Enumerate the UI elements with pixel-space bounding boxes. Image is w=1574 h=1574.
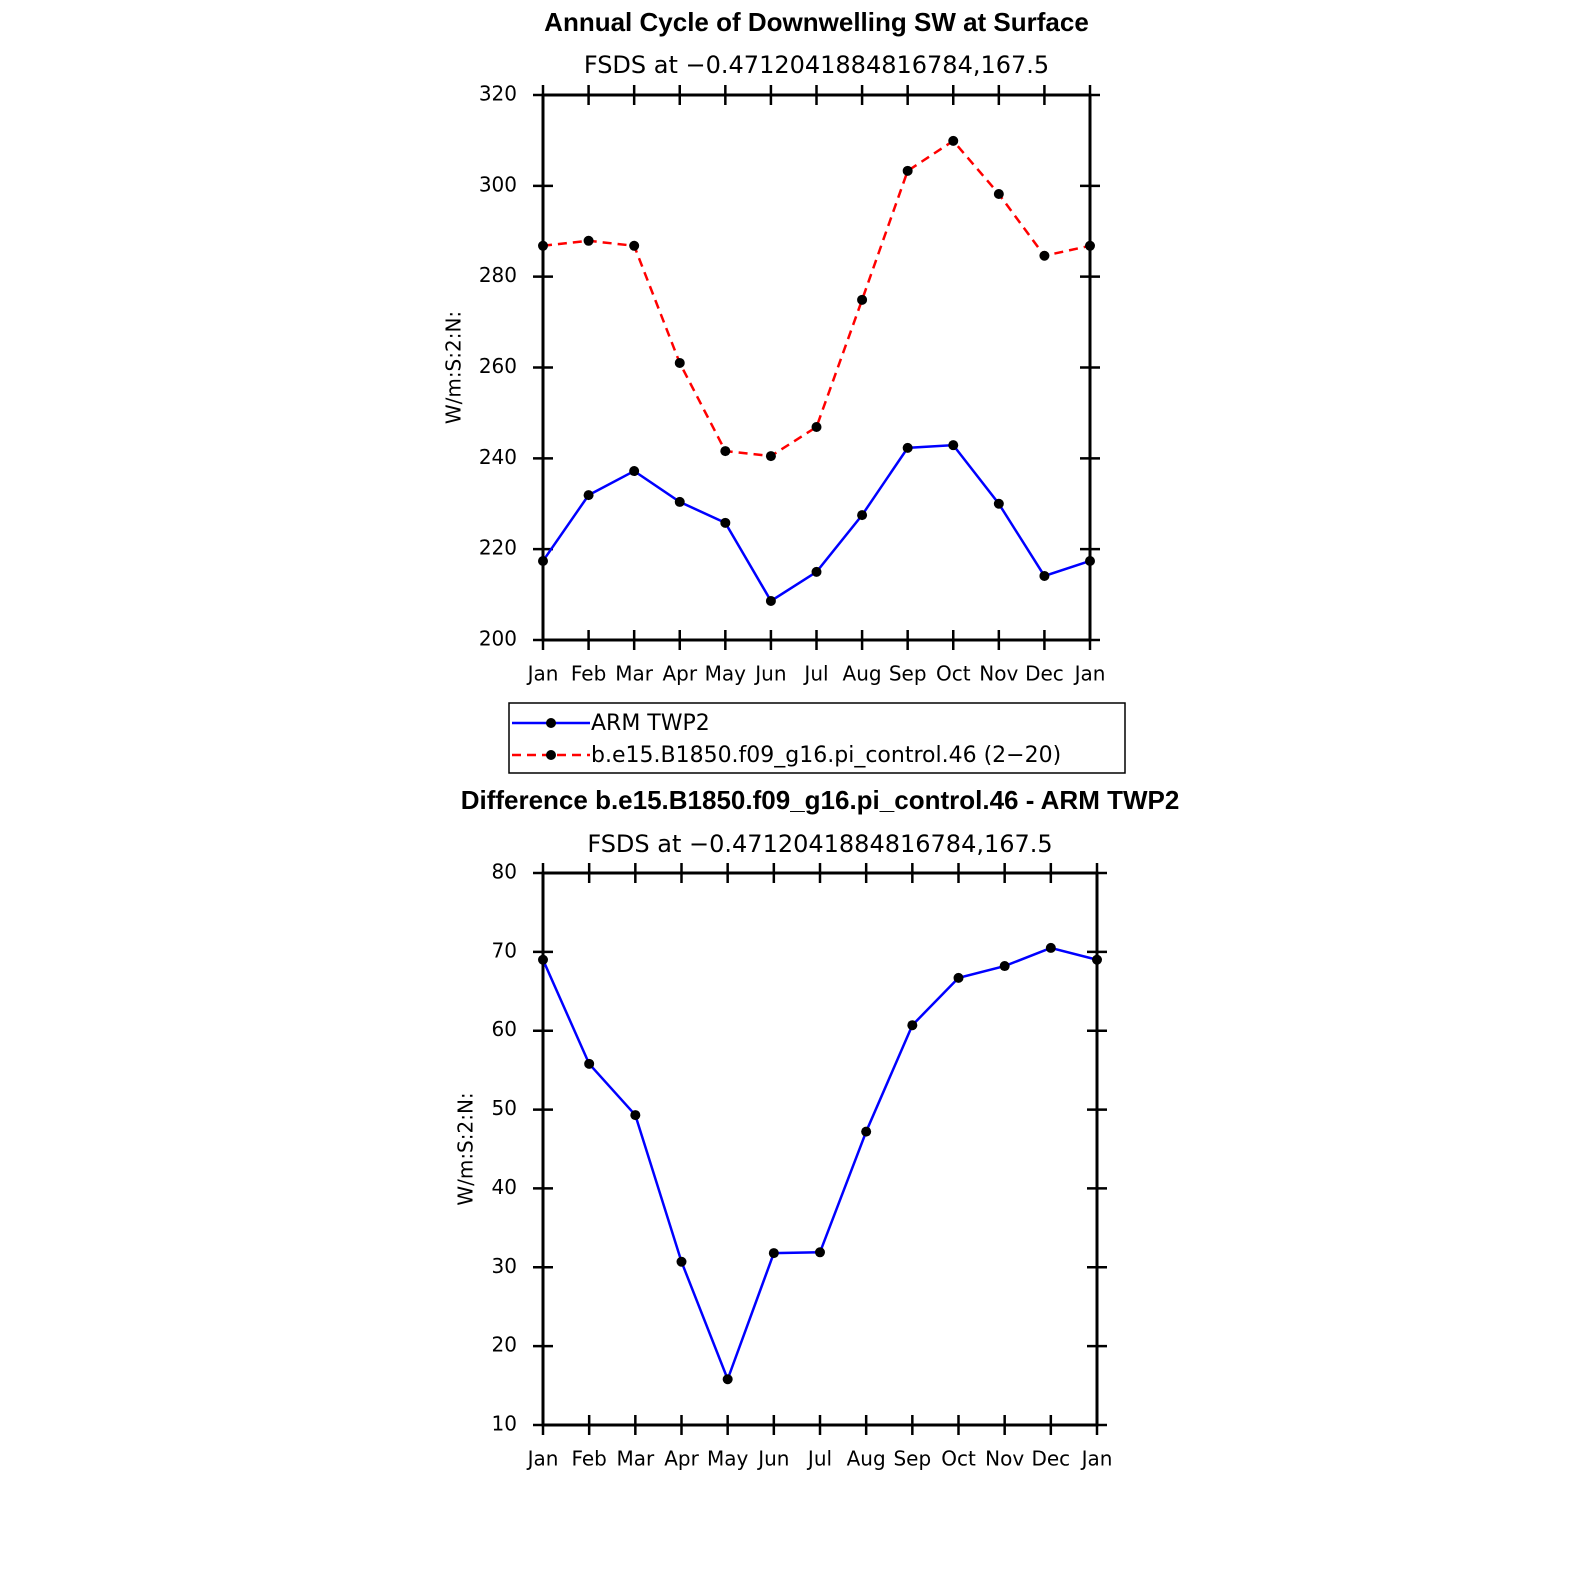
x-tick-label: Jun bbox=[756, 1447, 789, 1471]
chart-title: Annual Cycle of Downwelling SW at Surfac… bbox=[544, 7, 1089, 37]
y-tick-label: 40 bbox=[492, 1175, 517, 1199]
x-tick-label: Dec bbox=[1025, 662, 1064, 686]
x-tick-label: Jan bbox=[1080, 1447, 1113, 1471]
x-tick-label: Feb bbox=[571, 1447, 606, 1471]
point bbox=[768, 1248, 779, 1259]
chart-title: Difference b.e15.B1850.f09_g16.pi_contro… bbox=[461, 785, 1180, 815]
point bbox=[538, 240, 548, 251]
plot-frame bbox=[541, 871, 1099, 1427]
x-tick-label: Nov bbox=[979, 662, 1018, 686]
legend-label: b.e15.B1850.f09_g16.pi_control.46 (2−20) bbox=[591, 743, 1061, 768]
x-tick-label: Apr bbox=[662, 662, 697, 686]
point bbox=[674, 496, 685, 507]
y-tick-label: 60 bbox=[492, 1017, 517, 1041]
x-tick-label: Jan bbox=[526, 1447, 559, 1471]
point bbox=[1039, 250, 1050, 261]
legend-marker bbox=[546, 750, 556, 760]
y-axis-label: W/m:S:2:N: bbox=[442, 311, 466, 424]
series-line bbox=[541, 443, 1091, 603]
point bbox=[815, 1247, 825, 1258]
point bbox=[538, 555, 548, 566]
y-axis-label: W/m:S:2:N: bbox=[454, 1092, 478, 1205]
point bbox=[993, 498, 1004, 509]
x-tick-label: May bbox=[707, 1447, 749, 1471]
x-tick-label: Apr bbox=[664, 1447, 699, 1471]
point bbox=[720, 517, 731, 528]
y-tick-label: 240 bbox=[479, 445, 517, 469]
x-tick-label: Jan bbox=[1073, 662, 1106, 686]
chart-subtitle: FSDS at −0.4712041884816784,167.5 bbox=[587, 830, 1052, 858]
point bbox=[1085, 240, 1095, 251]
y-tick-label: 200 bbox=[479, 627, 517, 651]
x-tick-label: May bbox=[705, 662, 747, 686]
y-tick-label: 80 bbox=[492, 860, 517, 884]
y-tick-label: 50 bbox=[492, 1096, 517, 1120]
x-tick-label: Sep bbox=[893, 1447, 931, 1471]
x-tick-label: Sep bbox=[889, 662, 927, 686]
point bbox=[765, 595, 776, 606]
point bbox=[1039, 570, 1050, 581]
x-tick-label: Feb bbox=[571, 662, 606, 686]
y-tick-label: 260 bbox=[479, 354, 517, 378]
x-tick-label: Nov bbox=[985, 1447, 1024, 1471]
x-tick-label: Aug bbox=[843, 662, 882, 686]
x-tick-label: Dec bbox=[1031, 1447, 1070, 1471]
y-tick-label: 10 bbox=[492, 1412, 517, 1436]
y-tick-label: 320 bbox=[479, 82, 517, 106]
point bbox=[584, 1058, 595, 1069]
point bbox=[538, 954, 548, 965]
point bbox=[811, 421, 822, 432]
point bbox=[629, 466, 640, 477]
point bbox=[999, 961, 1010, 972]
series-line bbox=[541, 946, 1098, 1383]
point bbox=[953, 972, 964, 983]
point bbox=[907, 1020, 918, 1031]
x-tick-label: Aug bbox=[847, 1447, 886, 1471]
point bbox=[676, 1256, 687, 1267]
point bbox=[583, 490, 594, 501]
legend-box bbox=[508, 702, 1126, 774]
y-tick-label: 280 bbox=[479, 263, 517, 287]
x-tick-label: Jul bbox=[802, 662, 828, 686]
y-tick-label: 220 bbox=[479, 536, 517, 560]
chart-subtitle: FSDS at −0.4712041884816784,167.5 bbox=[584, 51, 1049, 79]
x-tick-label: Jun bbox=[753, 662, 786, 686]
point bbox=[857, 294, 868, 305]
point bbox=[1085, 555, 1095, 566]
y-tick-label: 30 bbox=[492, 1254, 517, 1278]
x-tick-label: Jan bbox=[526, 662, 559, 686]
y-tick-label: 70 bbox=[492, 938, 517, 962]
point bbox=[948, 440, 959, 451]
point bbox=[993, 189, 1004, 200]
point bbox=[1045, 942, 1056, 953]
point bbox=[857, 510, 868, 521]
x-tick-label: Oct bbox=[936, 662, 971, 686]
point bbox=[1092, 954, 1102, 965]
point bbox=[583, 235, 594, 246]
point bbox=[902, 165, 913, 176]
plot-frame bbox=[541, 93, 1092, 642]
point bbox=[765, 451, 776, 462]
series-line bbox=[542, 139, 1091, 458]
y-tick-label: 20 bbox=[492, 1333, 517, 1357]
point bbox=[630, 1110, 641, 1121]
point bbox=[720, 446, 731, 457]
y-tick-label: 300 bbox=[479, 172, 517, 196]
point bbox=[948, 135, 959, 146]
point bbox=[674, 357, 685, 368]
legend-label: ARM TWP2 bbox=[591, 711, 710, 736]
x-tick-label: Mar bbox=[615, 662, 654, 686]
point bbox=[722, 1374, 733, 1385]
point bbox=[811, 566, 822, 577]
x-tick-label: Jul bbox=[806, 1447, 832, 1471]
legend-marker bbox=[546, 718, 556, 728]
x-tick-label: Mar bbox=[616, 1447, 655, 1471]
point bbox=[902, 442, 913, 453]
point bbox=[861, 1126, 872, 1137]
point bbox=[629, 240, 640, 251]
x-tick-label: Oct bbox=[941, 1447, 976, 1471]
